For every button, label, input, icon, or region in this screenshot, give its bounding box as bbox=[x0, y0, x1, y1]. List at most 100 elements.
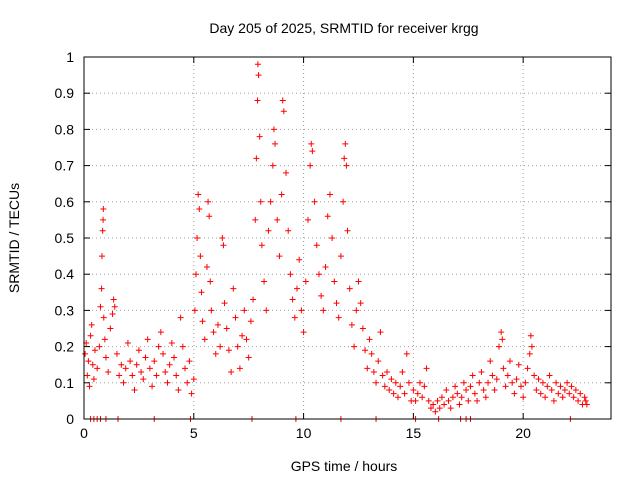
data-point bbox=[533, 387, 540, 394]
data-point bbox=[245, 354, 252, 361]
data-point bbox=[572, 387, 579, 394]
data-point bbox=[499, 336, 506, 343]
data-point bbox=[263, 307, 270, 314]
data-point bbox=[153, 372, 160, 379]
data-point bbox=[272, 140, 279, 147]
data-point bbox=[293, 285, 300, 292]
data-point bbox=[151, 358, 158, 365]
data-point bbox=[100, 314, 107, 321]
data-point bbox=[528, 343, 535, 350]
data-point bbox=[86, 383, 93, 390]
data-point bbox=[403, 350, 410, 357]
data-point bbox=[405, 379, 412, 386]
tick-labels: 0 5 10 15 20 0 0.1 0.2 0.3 0.4 0.5 0.6 0.7 0.8 0.9 1 bbox=[55, 49, 532, 441]
data-point bbox=[283, 169, 290, 176]
data-point bbox=[296, 256, 303, 263]
data-point bbox=[414, 390, 421, 397]
data-point bbox=[97, 303, 104, 310]
data-point bbox=[135, 347, 142, 354]
data-point bbox=[452, 383, 459, 390]
data-point bbox=[168, 339, 175, 346]
data-point bbox=[476, 379, 483, 386]
data-point bbox=[96, 343, 103, 350]
data-point bbox=[368, 350, 375, 357]
data-point bbox=[228, 368, 235, 375]
data-point bbox=[109, 311, 116, 318]
data-point bbox=[196, 206, 203, 213]
data-point bbox=[182, 365, 189, 372]
data-point bbox=[308, 140, 315, 147]
data-point bbox=[489, 372, 496, 379]
data-point bbox=[324, 213, 331, 220]
data-point bbox=[397, 383, 404, 390]
data-point bbox=[438, 394, 445, 401]
data-point bbox=[355, 278, 362, 285]
data-point bbox=[155, 343, 162, 350]
data-point bbox=[207, 278, 214, 285]
data-point bbox=[366, 336, 373, 343]
data-point bbox=[98, 285, 105, 292]
data-point bbox=[522, 379, 529, 386]
data-point bbox=[333, 300, 340, 307]
data-point bbox=[177, 314, 184, 321]
data-point bbox=[186, 358, 193, 365]
data-point bbox=[401, 390, 408, 397]
data-point bbox=[265, 227, 272, 234]
data-point bbox=[550, 397, 557, 404]
data-point bbox=[184, 379, 191, 386]
data-point bbox=[527, 332, 534, 339]
data-point bbox=[289, 296, 296, 303]
data-point bbox=[212, 350, 219, 357]
data-point bbox=[127, 358, 134, 365]
data-point bbox=[513, 376, 520, 383]
y-tick-label: 0.1 bbox=[55, 375, 75, 391]
data-point bbox=[388, 376, 395, 383]
y-tick-label: 0.9 bbox=[55, 85, 75, 101]
x-tick-label: 15 bbox=[406, 425, 422, 441]
data-point bbox=[344, 227, 351, 234]
data-point bbox=[583, 401, 590, 408]
data-point bbox=[102, 354, 109, 361]
data-point bbox=[546, 372, 553, 379]
data-point bbox=[463, 387, 470, 394]
data-point bbox=[291, 314, 298, 321]
data-point bbox=[88, 321, 95, 328]
data-point bbox=[230, 285, 237, 292]
data-point bbox=[320, 307, 327, 314]
data-point bbox=[274, 216, 281, 223]
data-point bbox=[511, 390, 518, 397]
data-point bbox=[94, 365, 101, 372]
data-point bbox=[239, 332, 246, 339]
data-point bbox=[359, 325, 366, 332]
data-point bbox=[205, 198, 212, 205]
data-point bbox=[526, 350, 533, 357]
data-point bbox=[467, 383, 474, 390]
data-point bbox=[553, 379, 560, 386]
data-point bbox=[421, 383, 428, 390]
data-point bbox=[564, 379, 571, 386]
data-point bbox=[566, 390, 573, 397]
data-point bbox=[236, 365, 243, 372]
data-point bbox=[285, 227, 292, 234]
data-point bbox=[458, 394, 465, 401]
data-point bbox=[116, 372, 123, 379]
y-tick-label: 0.7 bbox=[55, 158, 75, 174]
data-point bbox=[423, 365, 430, 372]
data-point bbox=[270, 126, 277, 133]
data-point bbox=[85, 358, 92, 365]
data-point bbox=[252, 216, 259, 223]
data-point bbox=[313, 242, 320, 249]
y-tick-label: 0.8 bbox=[55, 121, 75, 137]
data-point bbox=[364, 365, 371, 372]
data-point bbox=[160, 350, 167, 357]
data-point bbox=[175, 387, 182, 394]
y-tick-label: 1 bbox=[66, 49, 74, 65]
data-point bbox=[89, 361, 96, 368]
y-tick-label: 0.3 bbox=[55, 302, 75, 318]
data-point bbox=[384, 368, 391, 375]
data-point bbox=[221, 300, 228, 307]
data-point bbox=[544, 383, 551, 390]
data-point bbox=[582, 397, 589, 404]
data-point bbox=[82, 350, 89, 357]
data-point bbox=[131, 387, 138, 394]
